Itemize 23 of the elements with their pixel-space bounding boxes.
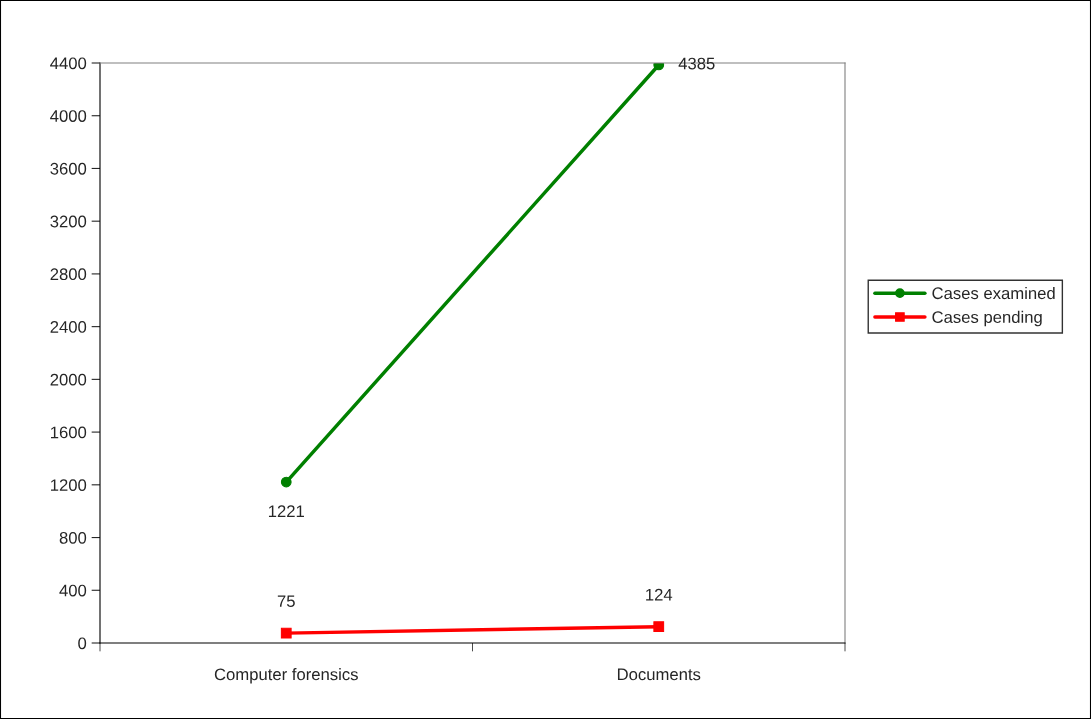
x-tick-label: Documents — [617, 668, 701, 681]
data-label: 124 — [646, 588, 673, 601]
y-tick-label: 800 — [59, 531, 87, 544]
data-label: 75 — [277, 595, 295, 608]
point — [653, 621, 665, 633]
point — [280, 627, 292, 639]
x-tick-label: Computer forensics — [214, 668, 358, 684]
legend-label: Cases pending — [932, 310, 1042, 327]
y-tick-label: 3200 — [50, 215, 87, 228]
y-tick-label: 4400 — [50, 57, 87, 70]
y-tick-label: 3600 — [50, 162, 87, 175]
y-tick-label: 2000 — [50, 373, 87, 386]
y-tick-label: 400 — [59, 584, 87, 597]
y-tick-label: 4000 — [50, 110, 87, 122]
point — [280, 476, 292, 488]
data-label: 1221 — [268, 505, 304, 517]
y-tick-label: 1600 — [51, 426, 87, 439]
y-tick-label: 2800 — [50, 268, 87, 281]
legend-label: Cases examined — [932, 286, 1055, 300]
y-tick-label: 2400 — [50, 321, 87, 333]
y-tick-label: 0 — [78, 637, 87, 650]
y-tick-label: 1200 — [51, 479, 87, 492]
data-label: 4385 — [678, 57, 715, 70]
